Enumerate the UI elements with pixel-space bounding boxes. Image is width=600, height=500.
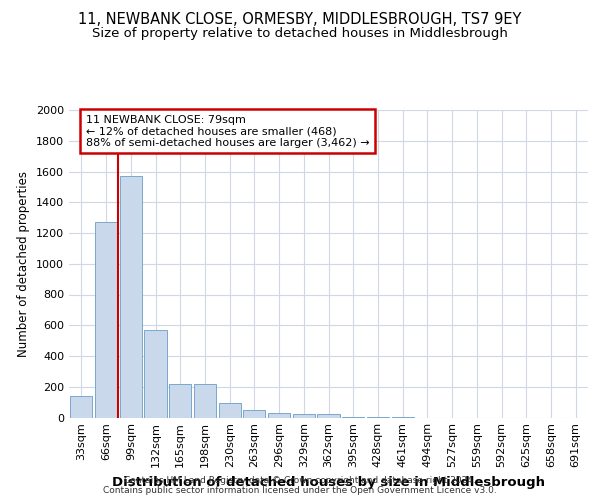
Bar [342, 416, 364, 418]
Text: Size of property relative to detached houses in Middlesbrough: Size of property relative to detached ho… [92, 28, 508, 40]
Bar [218, 403, 241, 417]
Text: 11, NEWBANK CLOSE, ORMESBY, MIDDLESBROUGH, TS7 9EY: 11, NEWBANK CLOSE, ORMESBY, MIDDLESBROUG… [79, 12, 521, 28]
Bar [70, 396, 92, 417]
Bar [119, 176, 142, 418]
Text: Contains HM Land Registry data © Crown copyright and database right 2024.
Contai: Contains HM Land Registry data © Crown c… [103, 476, 497, 495]
Bar [317, 414, 340, 418]
Bar [293, 414, 315, 418]
Bar [95, 222, 117, 418]
Bar [268, 413, 290, 418]
Bar [194, 384, 216, 418]
Bar [145, 330, 167, 418]
Y-axis label: Number of detached properties: Number of detached properties [17, 171, 31, 357]
Text: 11 NEWBANK CLOSE: 79sqm
← 12% of detached houses are smaller (468)
88% of semi-d: 11 NEWBANK CLOSE: 79sqm ← 12% of detache… [86, 114, 370, 148]
Bar [243, 410, 265, 418]
Bar [169, 384, 191, 418]
X-axis label: Distribution of detached houses by size in Middlesbrough: Distribution of detached houses by size … [112, 476, 545, 489]
